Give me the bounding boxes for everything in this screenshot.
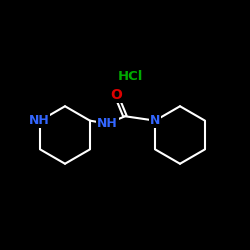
- Text: NH: NH: [97, 117, 118, 130]
- Text: N: N: [150, 114, 160, 127]
- Text: NH: NH: [28, 114, 49, 127]
- Text: O: O: [110, 88, 122, 102]
- Text: HCl: HCl: [117, 70, 143, 83]
